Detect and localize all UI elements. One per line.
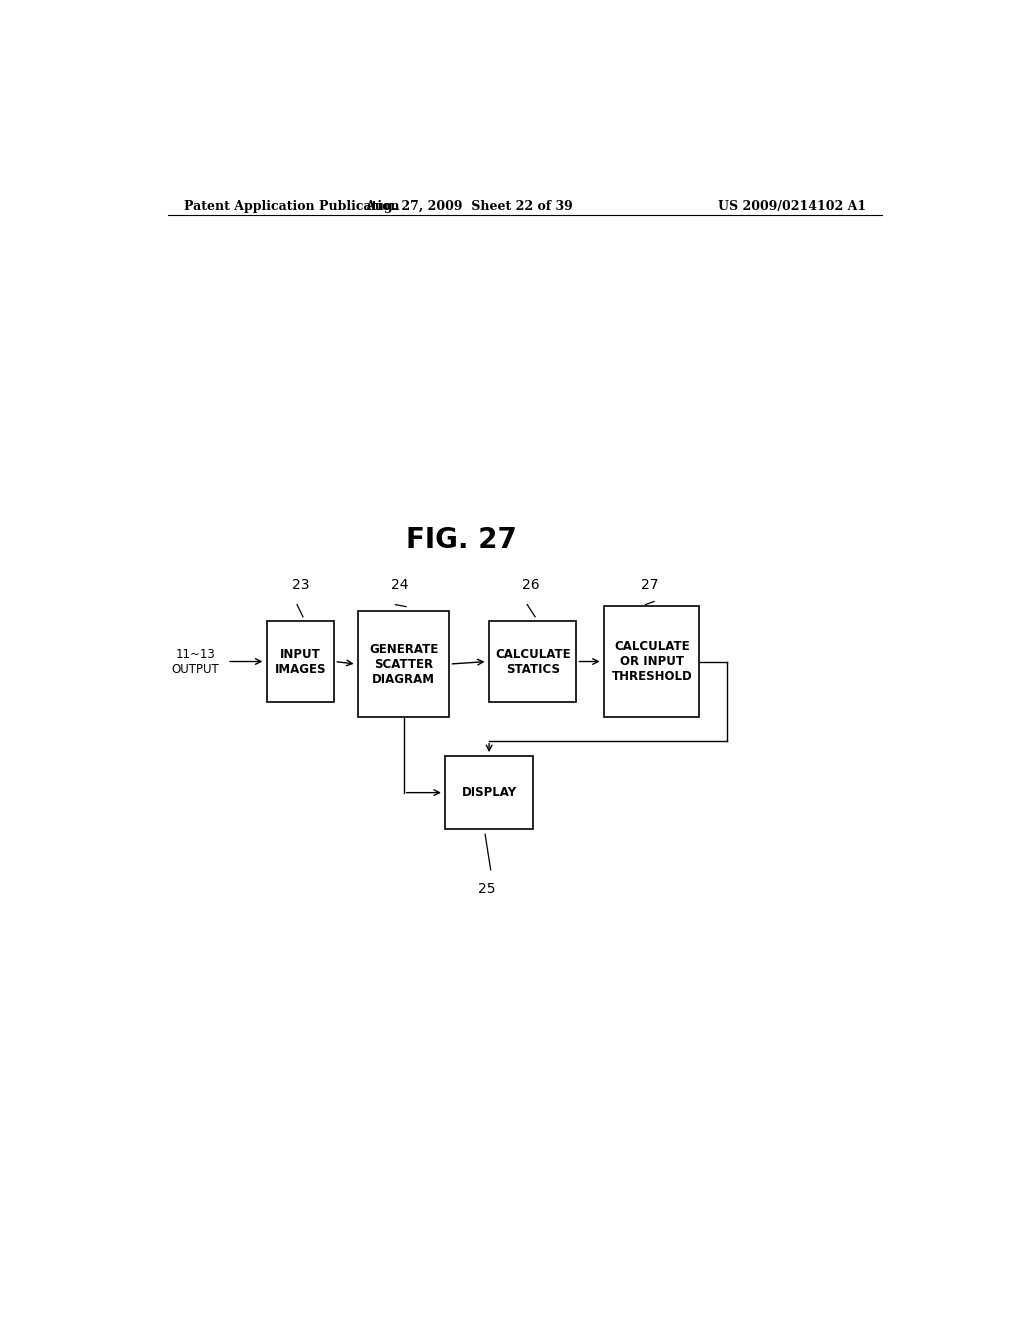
Text: 27: 27: [641, 578, 658, 593]
Text: US 2009/0214102 A1: US 2009/0214102 A1: [718, 199, 866, 213]
Text: GENERATE
SCATTER
DIAGRAM: GENERATE SCATTER DIAGRAM: [369, 643, 438, 685]
Bar: [604, 606, 699, 718]
Text: Aug. 27, 2009  Sheet 22 of 39: Aug. 27, 2009 Sheet 22 of 39: [366, 199, 573, 213]
Text: CALCULATE
OR INPUT
THRESHOLD: CALCULATE OR INPUT THRESHOLD: [611, 640, 692, 682]
Text: FIG. 27: FIG. 27: [406, 525, 517, 553]
Bar: [445, 756, 532, 829]
Text: Patent Application Publication: Patent Application Publication: [183, 199, 399, 213]
Bar: [489, 620, 577, 702]
Text: 24: 24: [391, 578, 409, 593]
Text: 23: 23: [292, 578, 309, 593]
Bar: [267, 620, 334, 702]
Text: DISPLAY: DISPLAY: [462, 787, 517, 799]
Text: CALCULATE
STATICS: CALCULATE STATICS: [495, 648, 570, 676]
Text: INPUT
IMAGES: INPUT IMAGES: [274, 648, 327, 676]
Text: 11~13
OUTPUT: 11~13 OUTPUT: [172, 648, 219, 676]
Bar: [358, 611, 450, 718]
Text: 26: 26: [522, 578, 540, 593]
Text: 25: 25: [478, 882, 496, 896]
